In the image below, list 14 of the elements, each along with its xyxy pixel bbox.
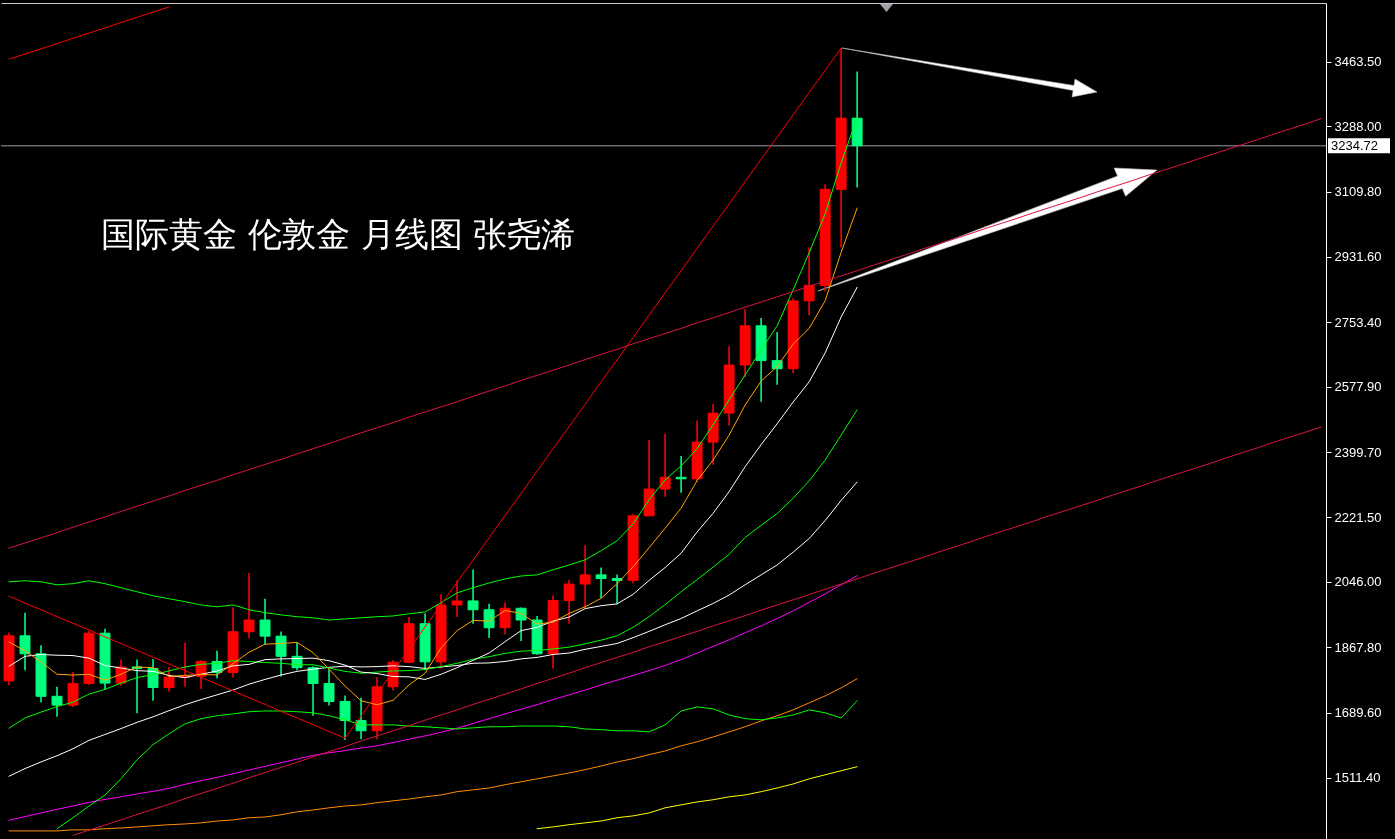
y-tick-label: 3288.00 [1334, 118, 1382, 134]
y-tick-label: 1511.40 [1334, 770, 1381, 786]
y-tick-label: 2399.70 [1334, 444, 1382, 460]
y-tick-label: 2931.60 [1334, 249, 1382, 265]
y-tick-label: 2221.50 [1334, 509, 1382, 525]
y-tick-label: 3109.80 [1334, 184, 1382, 200]
y-tick-label: 2753.40 [1334, 314, 1382, 330]
ref-line-label: 3234.72 [1331, 137, 1378, 153]
y-tick-label: 2046.00 [1334, 574, 1382, 590]
y-tick-label: 1689.60 [1334, 705, 1382, 721]
y-tick-label: 2577.90 [1334, 379, 1382, 395]
text: 国际黄金 伦敦金 月线图 张尧浠 [101, 214, 576, 254]
y-tick-label: 3463.50 [1334, 54, 1382, 70]
y-tick-label: 1867.80 [1334, 639, 1382, 655]
